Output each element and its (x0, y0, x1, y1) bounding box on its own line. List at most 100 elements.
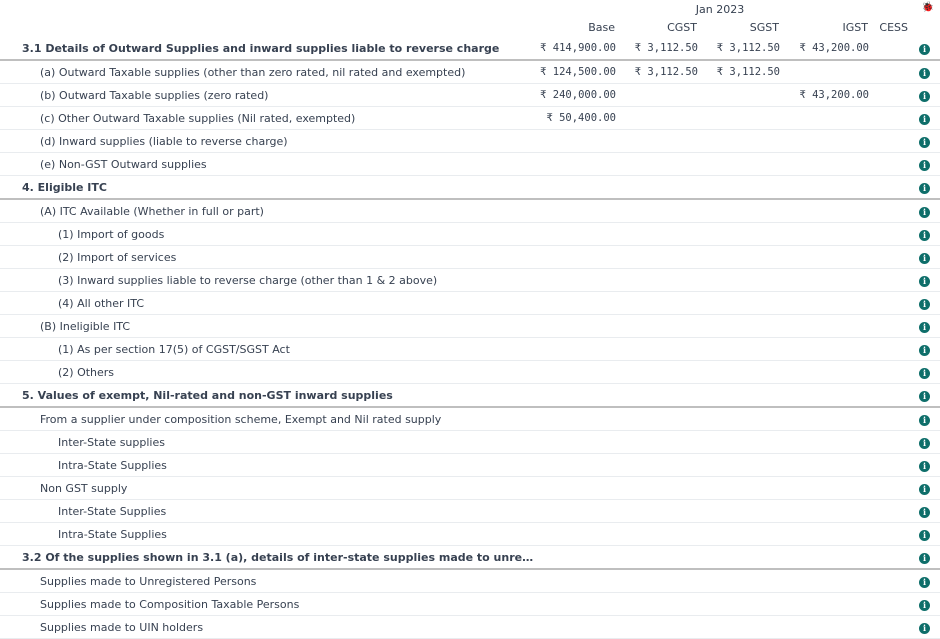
info-circle-icon[interactable]: i (919, 275, 930, 287)
cell-cgst (616, 546, 698, 570)
cell-cgst (616, 292, 698, 315)
info-circle-icon[interactable]: i (919, 113, 930, 125)
cell-igst (780, 246, 869, 269)
cell-cess (869, 84, 909, 107)
cell-sgst (698, 176, 780, 200)
cell-igst (780, 130, 869, 153)
row-label: Non GST supply (40, 481, 128, 495)
row-label: (B) Ineligible ITC (40, 319, 131, 333)
cell-igst (780, 107, 869, 130)
cell-sgst[interactable]: ₹ 3,112.50 (716, 42, 780, 54)
section-row: 4. Eligible ITC i (0, 176, 940, 200)
section-row: 5. Values of exempt, Nil-rated and non-G… (0, 384, 940, 408)
cell-cess (869, 246, 909, 269)
cell-cgst (616, 569, 698, 593)
info-circle-icon[interactable]: i (919, 136, 930, 148)
row-label: (c) Other Outward Taxable supplies (Nil … (40, 111, 356, 125)
info-circle-icon[interactable]: i (919, 159, 930, 171)
cell-cgst (616, 384, 698, 408)
cell-cess (869, 338, 909, 361)
cell-igst (780, 199, 869, 223)
bug-icon[interactable]: 🐞 (921, 2, 935, 13)
cell-base[interactable]: ₹ 414,900.00 (540, 42, 616, 54)
section-row: 3.2 Of the supplies shown in 3.1 (a), de… (0, 546, 940, 570)
table-row: Intra-State Supplies i (0, 523, 940, 546)
info-circle-icon[interactable]: i (919, 529, 930, 541)
cell-cgst (616, 315, 698, 338)
cell-cgst (616, 523, 698, 546)
info-circle-icon[interactable]: i (919, 344, 930, 356)
cell-igst (780, 569, 869, 593)
cell-sgst[interactable]: ₹ 3,112.50 (716, 66, 780, 78)
info-circle-icon[interactable]: i (919, 460, 930, 472)
cell-base[interactable]: ₹ 124,500.00 (540, 66, 616, 78)
info-circle-icon[interactable]: i (919, 182, 930, 194)
info-circle-icon[interactable]: i (919, 229, 930, 241)
period-header: Jan 2023 (695, 3, 745, 16)
info-circle-icon[interactable]: i (919, 506, 930, 518)
info-circle-icon[interactable]: i (919, 390, 930, 402)
info-circle-icon[interactable]: i (919, 67, 930, 79)
cell-cess (869, 593, 909, 616)
report-header: Jan 2023 🐞 Base CGST SGST IGST CESS (0, 0, 940, 37)
cell-cess (869, 199, 909, 223)
info-circle-icon[interactable]: i (919, 576, 930, 588)
row-label: Inter-State Supplies (58, 504, 167, 518)
cell-cess (869, 292, 909, 315)
cell-cess (869, 569, 909, 593)
info-circle-icon[interactable]: i (919, 90, 930, 102)
table-row: (1) As per section 17(5) of CGST/SGST Ac… (0, 338, 940, 361)
cell-cess (869, 523, 909, 546)
row-label: (2) Others (58, 365, 115, 379)
cell-igst[interactable]: ₹ 43,200.00 (799, 42, 869, 54)
cell-igst (780, 616, 869, 639)
section-row: 3.1 Details of Outward Supplies and inwa… (0, 37, 940, 60)
cell-sgst (698, 546, 780, 570)
cell-sgst (698, 616, 780, 639)
cell-base (535, 523, 616, 546)
info-circle-icon[interactable]: i (919, 552, 930, 564)
table-row: (4) All other ITC i (0, 292, 940, 315)
cell-cgst (616, 153, 698, 176)
info-circle-icon[interactable]: i (919, 599, 930, 611)
row-label: (2) Import of services (58, 250, 177, 264)
column-header-igst: IGST (842, 21, 868, 34)
cell-cess (869, 269, 909, 292)
info-circle-icon[interactable]: i (919, 622, 930, 634)
table-row: (a) Outward Taxable supplies (other than… (0, 60, 940, 84)
cell-cess (869, 454, 909, 477)
cell-cgst (616, 223, 698, 246)
cell-base (535, 292, 616, 315)
cell-cgst (616, 199, 698, 223)
cell-sgst (698, 569, 780, 593)
cell-sgst (698, 199, 780, 223)
cell-igst (780, 454, 869, 477)
info-circle-icon[interactable]: i (919, 252, 930, 264)
table-row: Inter-State supplies i (0, 431, 940, 454)
info-circle-icon[interactable]: i (919, 367, 930, 379)
cell-igst (780, 269, 869, 292)
cell-base (535, 338, 616, 361)
row-label: (A) ITC Available (Whether in full or pa… (40, 204, 264, 218)
cell-cess (869, 546, 909, 570)
cell-cgst[interactable]: ₹ 3,112.50 (634, 66, 698, 78)
cell-igst (780, 384, 869, 408)
cell-igst (780, 593, 869, 616)
info-circle-icon[interactable]: i (919, 483, 930, 495)
info-circle-icon[interactable]: i (919, 321, 930, 333)
cell-igst[interactable]: ₹ 43,200.00 (799, 89, 869, 101)
info-circle-icon[interactable]: i (919, 437, 930, 449)
cell-base[interactable]: ₹ 50,400.00 (546, 112, 616, 124)
info-circle-icon[interactable]: i (919, 206, 930, 218)
cell-base (535, 454, 616, 477)
info-circle-icon[interactable]: i (919, 414, 930, 426)
cell-cgst (616, 454, 698, 477)
cell-cgst (616, 84, 698, 107)
cell-igst (780, 407, 869, 431)
cell-cgst[interactable]: ₹ 3,112.50 (634, 42, 698, 54)
cell-igst (780, 60, 869, 84)
cell-base[interactable]: ₹ 240,000.00 (540, 89, 616, 101)
cell-igst (780, 523, 869, 546)
info-circle-icon[interactable]: i (919, 298, 930, 310)
info-circle-icon[interactable]: i (919, 43, 930, 55)
